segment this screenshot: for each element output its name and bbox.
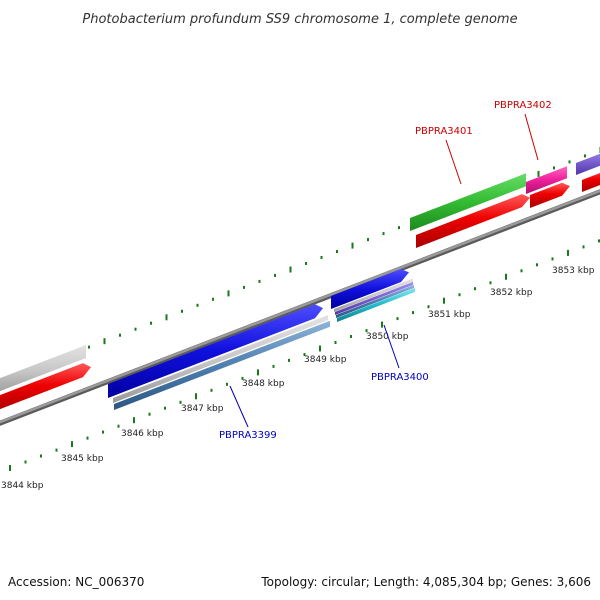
kbp-label-3844: 3844 kbp [1, 481, 44, 491]
genome-backbone [0, 189, 600, 426]
kbp-label-3847: 3847 kbp [181, 404, 224, 414]
gene-red-right[interactable] [582, 168, 600, 192]
kbp-label-3848: 3848 kbp [242, 379, 285, 389]
gene-gray-left[interactable] [0, 345, 86, 395]
kbp-label-3853: 3853 kbp [552, 266, 595, 276]
gene-label-pbpra3400[interactable]: PBPRA3400 [371, 324, 429, 383]
gene-label-pbpra3402[interactable]: PBPRA3402 [494, 100, 552, 161]
gene-pink-pbpra3402[interactable] [526, 166, 567, 194]
gene-features [0, 149, 600, 413]
gene-label-pbpra3401[interactable]: PBPRA3401 [415, 126, 473, 185]
gene-steel-under-3399[interactable] [114, 320, 330, 410]
tick-row-lower [9, 239, 600, 471]
gene-label-pbpra3399[interactable]: PBPRA3399 [219, 385, 277, 441]
gene-red-under-3401[interactable] [416, 194, 530, 248]
gene-blue-pbpra3400[interactable] [331, 269, 409, 309]
kbp-label-3851: 3851 kbp [428, 310, 471, 320]
gene-gray-under-3399[interactable] [113, 315, 328, 403]
gene-green-pbpra3401[interactable] [410, 173, 526, 231]
gene-purple-under-3400[interactable] [335, 281, 413, 315]
gene-label-text: PBPRA3400 [371, 372, 429, 383]
genome-summary-text: Topology: circular; Length: 4,085,304 bp… [260, 575, 591, 589]
kbp-label-3849: 3849 kbp [304, 355, 347, 365]
map-title: Photobacterium profundum SS9 chromosome … [82, 12, 517, 27]
accession-text: Accession: NC_006370 [8, 575, 144, 589]
kbp-label-3846: 3846 kbp [121, 429, 164, 439]
kbp-label-3845: 3845 kbp [61, 454, 104, 464]
kbp-scale-labels: 3844 kbp 3845 kbp 3846 kbp 3847 kbp 3848… [1, 266, 595, 491]
gene-gray-under-3400[interactable] [334, 278, 413, 313]
gene-label-text: PBPRA3401 [415, 126, 473, 137]
gene-red-under-3402[interactable] [530, 182, 570, 208]
gene-purple-right[interactable] [576, 149, 600, 175]
gene-red-left[interactable] [0, 363, 91, 413]
kbp-label-3852: 3852 kbp [490, 288, 533, 298]
gene-cyan-under-3400[interactable] [337, 287, 415, 322]
kbp-label-3850: 3850 kbp [366, 332, 409, 342]
gene-blue-pbpra3399[interactable] [108, 304, 323, 398]
gene-label-text: PBPRA3399 [219, 430, 277, 441]
gene-label-text: PBPRA3402 [494, 100, 552, 111]
gene-steel-under-3400[interactable] [336, 284, 414, 318]
